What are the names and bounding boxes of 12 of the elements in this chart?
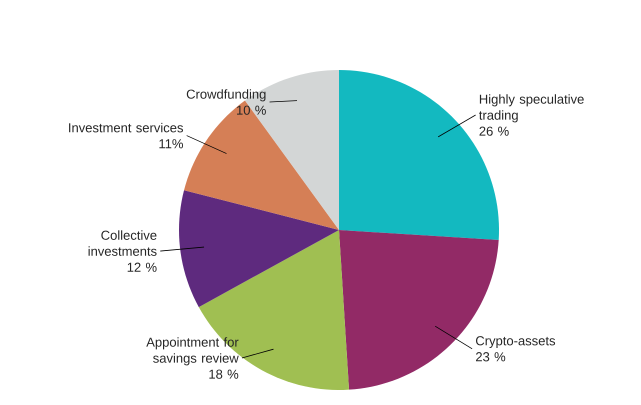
slice-label: Crypto-assets (476, 336, 556, 348)
data-label: 12 % (128, 262, 157, 272)
data-label: 23 % (476, 352, 506, 362)
slice-label: Appointment for savings review (146, 337, 239, 366)
data-label: 10 % (236, 106, 266, 115)
data-label: 26 % (479, 126, 509, 136)
data-label: 18 % (209, 370, 238, 379)
slice-label: Crowdfunding (186, 89, 266, 102)
slice-label: Collective investments (88, 230, 157, 256)
slice-label: Investment services (69, 122, 183, 132)
slice-label: Highly speculative trading (479, 94, 584, 122)
data-label: 11% (159, 139, 184, 148)
